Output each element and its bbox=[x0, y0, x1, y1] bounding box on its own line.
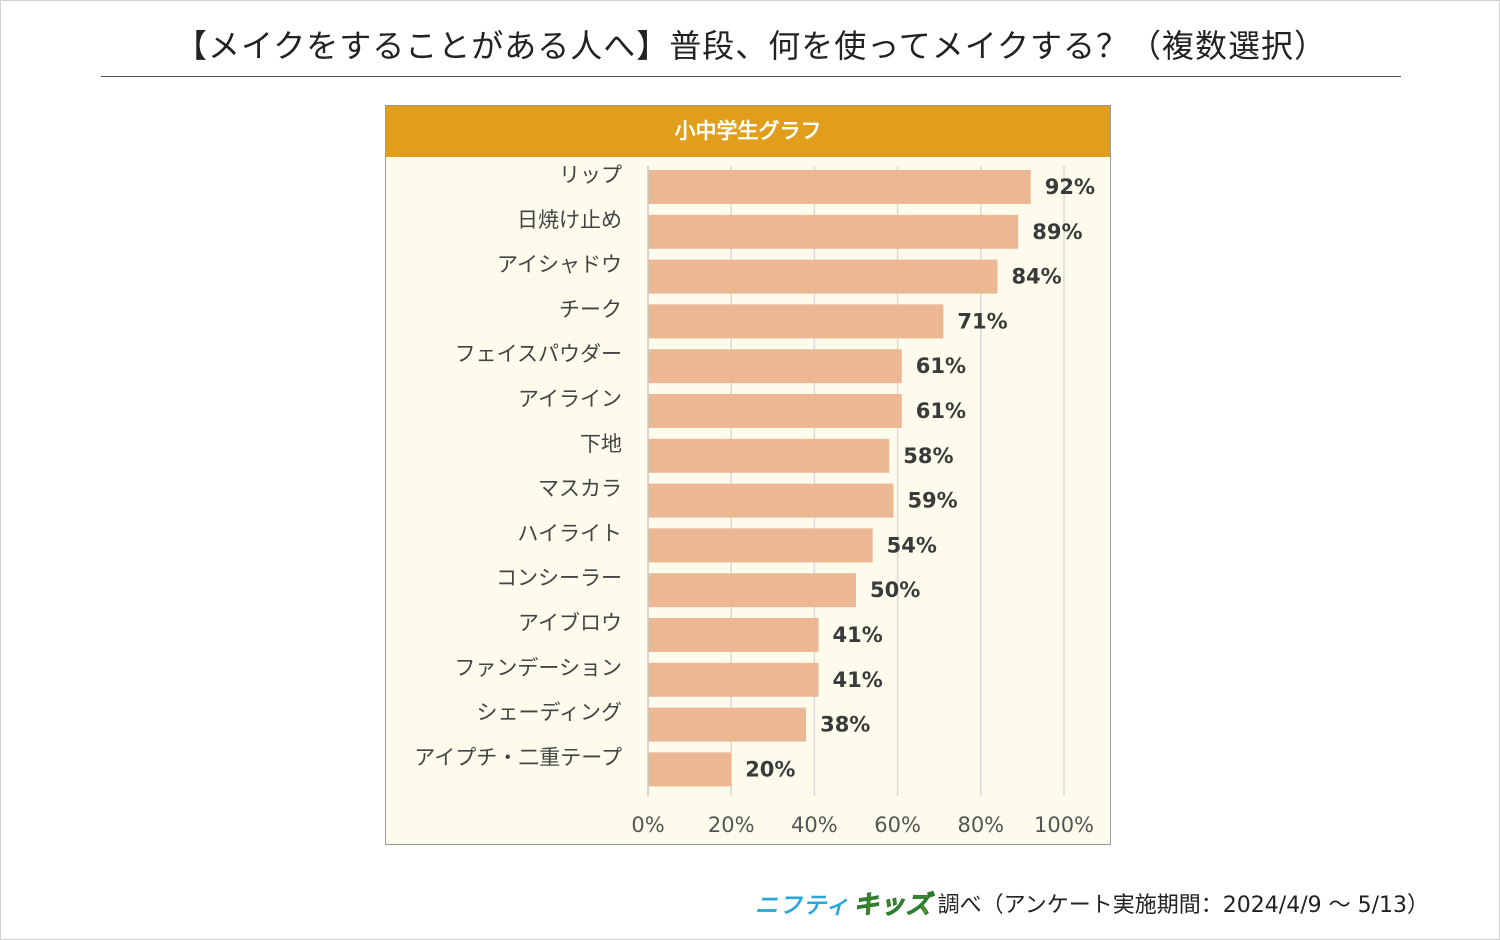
brand-logo-part2: キッズ bbox=[853, 890, 932, 920]
x-tick-label: 0% bbox=[631, 813, 664, 837]
value-label: 89% bbox=[1032, 220, 1082, 244]
category-label: ファンデーション bbox=[454, 656, 622, 680]
category-label: アイブロウ bbox=[518, 611, 622, 635]
category-label: マスカラ bbox=[538, 477, 622, 501]
page-title: 【メイクをすることがある人へ】普段、何を使ってメイクする？（複数選択） bbox=[174, 27, 1328, 65]
category-label: アイライン bbox=[518, 387, 622, 411]
bar-chart: リップ 92% 日焼け止め 89% アイシャドウ 84% チーク 71% フェイスパウダー 61%… bbox=[414, 163, 1095, 837]
bar bbox=[648, 170, 1031, 204]
bar bbox=[648, 752, 732, 787]
value-label: 50% bbox=[870, 578, 920, 602]
category-label: リップ bbox=[559, 163, 622, 187]
value-label: 38% bbox=[820, 713, 870, 737]
value-label: 71% bbox=[957, 309, 1007, 333]
title-divider bbox=[101, 76, 1401, 77]
category-label: ハイライト bbox=[517, 521, 622, 545]
value-label: 41% bbox=[833, 668, 883, 692]
bar bbox=[648, 662, 819, 697]
bar bbox=[648, 618, 819, 652]
chart-panel: リップ 92% 日焼け止め 89% アイシャドウ 84% チーク 71% フェイスパウダー 61%… bbox=[385, 105, 1111, 845]
bar bbox=[648, 349, 902, 384]
value-label: 41% bbox=[833, 623, 883, 647]
x-tick-label: 80% bbox=[957, 813, 1004, 837]
value-label: 54% bbox=[887, 533, 937, 557]
category-label: アイシャドウ bbox=[497, 253, 622, 277]
bar bbox=[648, 573, 856, 608]
value-label: 92% bbox=[1045, 175, 1095, 199]
bar bbox=[648, 483, 894, 518]
category-label: 日焼け止め bbox=[517, 208, 622, 232]
brand-logo: ニフティ キッズ bbox=[755, 885, 932, 921]
brand-logo-part1: ニフティ bbox=[755, 893, 850, 919]
category-label: 下地 bbox=[580, 432, 622, 456]
bar bbox=[648, 259, 998, 294]
category-label: フェイスパウダー bbox=[455, 342, 622, 366]
x-tick-label: 60% bbox=[874, 813, 921, 837]
bar bbox=[648, 304, 944, 339]
x-tick-label: 20% bbox=[708, 813, 755, 837]
category-label: アイプチ・二重テープ bbox=[414, 745, 622, 769]
x-tick-label: 100% bbox=[1034, 813, 1094, 837]
value-label: 61% bbox=[916, 399, 966, 423]
bar bbox=[648, 528, 873, 563]
footer-credit: ニフティ キッズ 調べ（アンケート実施期間：2024/4/9 ～ 5/13） bbox=[755, 885, 1429, 921]
value-label: 61% bbox=[916, 354, 966, 378]
x-tick-label: 40% bbox=[791, 813, 838, 837]
category-label: チーク bbox=[559, 297, 622, 321]
footer-text: 調べ（アンケート実施期間：2024/4/9 ～ 5/13） bbox=[937, 893, 1429, 918]
chart-title: 小中学生グラフ bbox=[386, 106, 1110, 157]
value-label: 59% bbox=[907, 489, 957, 513]
value-label: 84% bbox=[1011, 265, 1061, 289]
category-label: コンシーラー bbox=[496, 566, 622, 590]
value-label: 20% bbox=[745, 757, 795, 781]
bar bbox=[648, 707, 807, 742]
value-label: 58% bbox=[903, 444, 953, 468]
category-label: シェーディング bbox=[476, 701, 622, 725]
bar bbox=[648, 394, 902, 428]
bar bbox=[648, 438, 890, 473]
bar bbox=[648, 214, 1019, 249]
